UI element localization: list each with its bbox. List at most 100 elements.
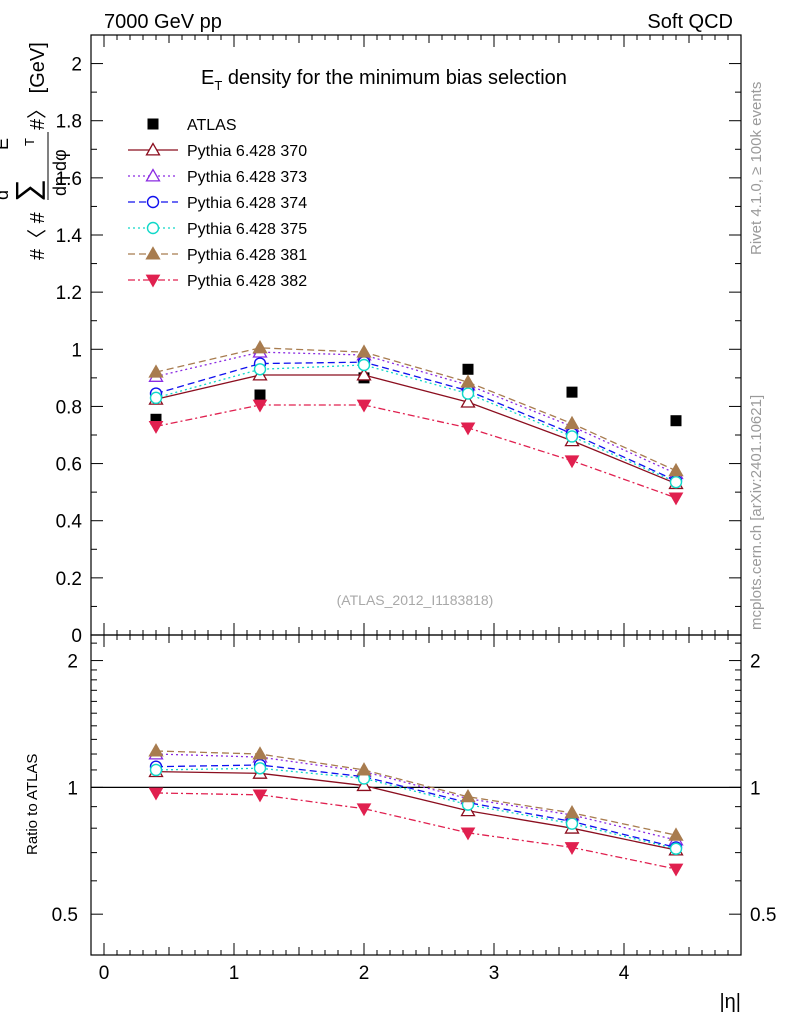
ratio-line-pythia-6-428-381 (155, 750, 677, 836)
main-y-axis-label: #〈 # d ∑ E T dη dφ #〉 [GeV] (0, 42, 70, 260)
main-y-tick-label: 0.4 (56, 512, 83, 533)
ratio-y-tick-label-right: 2 (750, 652, 761, 673)
ratio-y-tick-label: 1 (67, 778, 78, 799)
main-point-pythia-6-428-382 (668, 492, 684, 506)
ratio-line-pythia-6-428-375 (155, 767, 677, 850)
ratio-point-pythia-6-428-370 (356, 777, 372, 792)
ratio-point-pythia-6-428-382 (356, 803, 372, 817)
main-point-pythia-6-428-381 (252, 340, 268, 354)
main-point-pythia-6-428-382 (252, 399, 268, 413)
ratio-y-axis-label: Ratio to ATLAS (24, 754, 41, 855)
main-point-pythia-6-428-375 (253, 363, 267, 376)
legend: ATLAS Pythia 6.428 370 Pythia 6.428 373 Pyt… (128, 117, 307, 290)
main-point-pythia-6-428-382 (148, 421, 164, 434)
main-point-pythia-6-428-381 (148, 364, 164, 378)
main-point-pythia-6-428-382 (356, 399, 372, 413)
x-tick-label: 2 (359, 963, 370, 984)
ratio-point-pythia-6-428-382 (564, 842, 580, 855)
legend-marker-atlas (147, 118, 159, 130)
main-y-tick-label: 0.8 (56, 397, 82, 418)
legend-marker-pythia-6-428-375 (146, 221, 160, 235)
ratio-point-pythia-6-428-381 (460, 788, 476, 803)
ylabel-close: #〉 [GeV] (27, 42, 49, 130)
ratio-point-pythia-6-428-381 (668, 827, 684, 841)
main-title: ET density for the minimum bias selectio… (201, 67, 567, 93)
main-point-pythia-6-428-381 (564, 415, 580, 430)
ylabel-d: d (0, 190, 12, 200)
legend-label-pythia-6-428-373: Pythia 6.428 373 (187, 169, 307, 186)
main-line-pythia-6-428-370 (155, 374, 677, 485)
main-point-atlas (670, 415, 682, 427)
main-axis-ticks: 0 0.2 0.4 0.6 0.8 1 1.2 1.4 1.6 1.8 2 (56, 34, 741, 647)
ratio-line-pythia-6-428-374 (155, 764, 677, 849)
main-y-tick-label: 1.2 (56, 283, 82, 304)
x-tick-label: 4 (619, 963, 630, 984)
ratio-line-pythia-6-428-382 (155, 792, 677, 870)
legend-marker-pythia-6-428-373 (145, 168, 161, 182)
rivet-label: Rivet 4.1.0, ≥ 100k events (748, 82, 765, 255)
main-y-tick-label: 1.8 (56, 112, 82, 133)
legend-label-pythia-6-428-382: Pythia 6.428 382 (187, 273, 307, 290)
x-tick-label: 3 (489, 963, 500, 984)
ratio-point-pythia-6-428-382 (148, 787, 164, 801)
ratio-point-pythia-6-428-381 (564, 805, 580, 819)
main-y-tick-label: 1 (71, 340, 82, 361)
ratio-point-pythia-6-428-375 (565, 817, 579, 830)
main-y-tick-label: 0.2 (56, 569, 82, 590)
main-point-pythia-6-428-370 (356, 367, 372, 381)
x-axis-label: |η| (719, 991, 741, 1013)
main-y-tick-label: 0 (71, 626, 82, 647)
main-point-pythia-6-428-375 (357, 358, 371, 372)
ratio-plot-frame (90, 634, 742, 956)
legend-marker-pythia-6-428-374 (146, 195, 160, 209)
ratio-point-pythia-6-428-381 (252, 746, 268, 760)
ratio-series-group (148, 743, 684, 877)
legend-marker-pythia-6-428-382 (145, 274, 161, 288)
main-point-pythia-6-428-370 (460, 394, 476, 408)
ratio-point-pythia-6-428-382 (460, 827, 476, 841)
legend-label-pythia-6-428-381: Pythia 6.428 381 (187, 247, 307, 264)
header-left: 7000 GeV pp (104, 11, 222, 33)
main-y-tick-label: 0.6 (56, 455, 82, 476)
main-point-pythia-6-428-375 (669, 475, 683, 489)
ratio-y-tick-label: 2 (67, 652, 78, 673)
main-point-pythia-6-428-375 (149, 391, 163, 405)
legend-marker-pythia-6-428-381 (145, 246, 161, 260)
main-point-atlas (462, 363, 474, 375)
main-point-pythia-6-428-382 (564, 455, 580, 469)
x-tick-label: 0 (99, 963, 110, 984)
ylabel-t: T (22, 138, 37, 146)
main-point-pythia-6-428-382 (460, 422, 476, 436)
ratio-point-pythia-6-428-382 (668, 863, 684, 877)
ratio-point-pythia-6-428-375 (149, 763, 163, 777)
ratio-point-pythia-6-428-375 (253, 762, 267, 775)
legend-label-pythia-6-428-375: Pythia 6.428 375 (187, 221, 307, 238)
main-point-pythia-6-428-381 (668, 462, 684, 477)
analysis-watermark: (ATLAS_2012_I1183818) (337, 592, 494, 608)
ylabel-sum: ∑ (9, 179, 45, 202)
main-point-pythia-6-428-375 (461, 387, 475, 400)
main-y-tick-label: 2 (71, 55, 82, 76)
main-point-atlas (150, 413, 162, 425)
main-line-pythia-6-428-374 (155, 361, 677, 482)
main-point-atlas (566, 386, 578, 398)
main-point-pythia-6-428-381 (460, 374, 476, 388)
ratio-y-tick-label-right: 0.5 (750, 905, 776, 926)
ylabel-e: E (0, 138, 12, 150)
ratio-point-pythia-6-428-375 (669, 842, 683, 855)
ratio-y-tick-label-right: 1 (750, 778, 761, 799)
ratio-point-pythia-6-428-381 (356, 762, 372, 776)
ratio-line-pythia-6-428-373 (155, 753, 677, 841)
legend-label-pythia-6-428-370: Pythia 6.428 370 (187, 143, 307, 160)
header-right: Soft QCD (647, 11, 733, 33)
x-tick-label: 1 (229, 963, 240, 984)
ratio-point-pythia-6-428-381 (148, 743, 164, 757)
main-y-tick-label: 1.4 (56, 226, 83, 247)
ratio-line-pythia-6-428-370 (155, 770, 677, 851)
main-point-pythia-6-428-381 (356, 344, 372, 358)
legend-marker-pythia-6-428-370 (145, 142, 161, 156)
legend-label-pythia-6-428-374: Pythia 6.428 374 (187, 195, 307, 212)
main-point-pythia-6-428-375 (565, 430, 579, 443)
main-line-pythia-6-428-375 (155, 364, 677, 483)
